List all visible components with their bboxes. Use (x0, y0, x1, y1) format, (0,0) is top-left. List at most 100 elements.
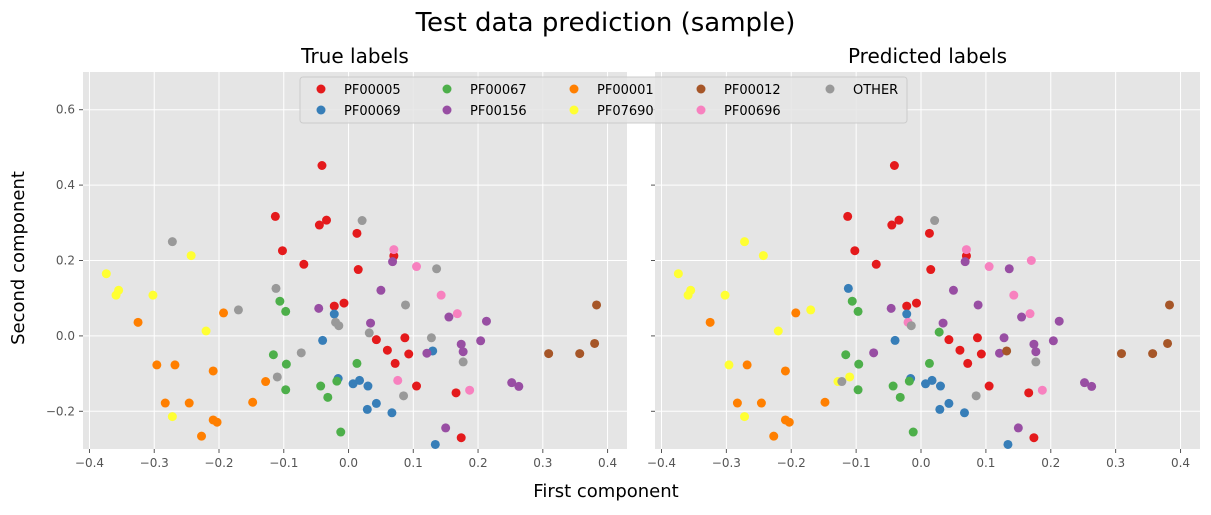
y-tick-label: 0.2 (56, 254, 75, 268)
points (101, 160, 602, 449)
data-point-pf07690 (773, 326, 783, 336)
points (673, 160, 1175, 449)
data-point-pf00067 (336, 427, 346, 437)
legend-marker (696, 84, 706, 94)
data-point-other (401, 300, 411, 310)
y-tick-label: 0.0 (56, 329, 75, 343)
data-point-pf00067 (895, 392, 905, 402)
data-point-pf00012 (1116, 349, 1126, 359)
data-point-pf00156 (456, 339, 466, 349)
data-point-other (1031, 357, 1041, 367)
data-point-pf00067 (854, 359, 864, 369)
legend-marker (442, 105, 452, 115)
data-point-pf00001 (219, 308, 229, 318)
x-tick-label: 0.2 (1041, 456, 1060, 470)
data-point-pf00005 (451, 388, 461, 398)
data-point-pf00001 (791, 308, 801, 318)
panel-2: −0.4 −0.3 −0.2 −0.1 0.0 0.1 0.2 0.3 0.4 Predicted… (647, 44, 1200, 470)
data-point-pf07690 (686, 285, 696, 295)
data-point-pf00069 (363, 381, 373, 391)
x-tick-label: 0.4 (598, 456, 617, 470)
data-point-pf00067 (853, 385, 863, 395)
data-point-pf00001 (160, 398, 170, 408)
x-tick-label: −0.4 (75, 456, 104, 470)
data-point-pf00069 (927, 375, 937, 385)
data-point-pf00005 (1024, 388, 1034, 398)
data-point-pf00001 (152, 360, 162, 370)
y-tick-label: 0.4 (56, 178, 75, 192)
data-point-pf00156 (948, 285, 958, 295)
data-point-pf00156 (1080, 378, 1090, 388)
data-point-pf00069 (843, 283, 853, 293)
data-point-pf00156 (1054, 316, 1064, 326)
data-point-pf00067 (332, 376, 342, 386)
x-tick-label: 0.2 (469, 456, 488, 470)
data-point-pf00005 (404, 349, 414, 359)
data-point-pf07690 (114, 285, 124, 295)
legend-box (299, 76, 908, 124)
data-point-pf00696 (465, 385, 475, 395)
data-point-pf00156 (481, 316, 491, 326)
data-point-pf00005 (984, 381, 994, 391)
legend-label: PF00696 (724, 104, 781, 119)
legend-label: PF07690 (597, 104, 654, 119)
panel-title: Predicted labels (848, 44, 1007, 68)
data-point-pf00001 (784, 417, 794, 427)
data-point-pf07690 (845, 372, 855, 382)
data-point-pf00005 (889, 160, 899, 170)
data-point-other (432, 264, 442, 274)
x-tick-label: 0.3 (533, 456, 552, 470)
data-point-pf07690 (758, 251, 768, 261)
data-point-other (930, 216, 940, 226)
data-point-pf00001 (212, 417, 222, 427)
data-point-other (272, 372, 282, 382)
data-point-pf00005 (926, 265, 936, 275)
y-axis-label: Second component (8, 171, 29, 345)
data-point-pf00156 (1013, 423, 1023, 433)
data-point-pf00069 (387, 408, 397, 418)
data-point-pf00067 (316, 381, 326, 391)
data-point-pf00156 (973, 300, 983, 310)
data-point-other (271, 283, 281, 293)
data-point-pf00005 (955, 345, 965, 355)
legend-marker (316, 84, 326, 94)
x-tick-label: 0.1 (404, 456, 423, 470)
data-point-pf00067 (281, 306, 291, 316)
legend-label: OTHER (853, 83, 898, 98)
data-point-other (837, 377, 847, 387)
data-point-pf00005 (924, 228, 934, 238)
data-point-pf00067 (924, 358, 934, 368)
data-point-pf00069 (430, 439, 440, 449)
data-point-other (971, 391, 981, 401)
data-point-pf00005 (972, 333, 982, 343)
legend-label: PF00067 (470, 83, 527, 98)
data-point-other (426, 333, 436, 343)
data-point-pf00005 (270, 211, 280, 221)
legend-label: PF00012 (724, 83, 781, 98)
x-tick-label: 0.0 (911, 456, 930, 470)
data-point-pf07690 (101, 269, 111, 279)
data-point-pf00156 (869, 348, 879, 358)
panel-1: −0.4 −0.3 −0.2 −0.1 0.0 0.1 0.2 0.3 0.4 −0.2 0.0 0.… (46, 44, 627, 470)
legend-marker (442, 84, 452, 94)
data-point-pf00156 (886, 303, 896, 313)
x-tick-label: −0.3 (140, 456, 169, 470)
data-point-pf00069 (944, 398, 954, 408)
data-point-pf00005 (339, 298, 349, 308)
legend-label: PF00001 (597, 83, 654, 98)
data-point-pf00005 (329, 301, 339, 311)
data-point-other (357, 216, 367, 226)
data-point-pf07690 (724, 360, 734, 370)
data-point-pf00069 (362, 404, 372, 414)
data-point-pf07690 (673, 269, 683, 279)
data-point-pf00012 (1165, 300, 1175, 310)
data-point-pf00156 (1017, 312, 1027, 322)
data-point-pf00067 (908, 427, 918, 437)
data-point-pf00156 (507, 378, 517, 388)
data-point-pf00005 (400, 333, 410, 343)
data-point-pf00696 (452, 309, 462, 319)
legend-label: PF00069 (344, 104, 401, 119)
legend-marker (696, 105, 706, 115)
data-point-pf00005 (353, 265, 363, 275)
data-point-pf07690 (806, 305, 816, 315)
